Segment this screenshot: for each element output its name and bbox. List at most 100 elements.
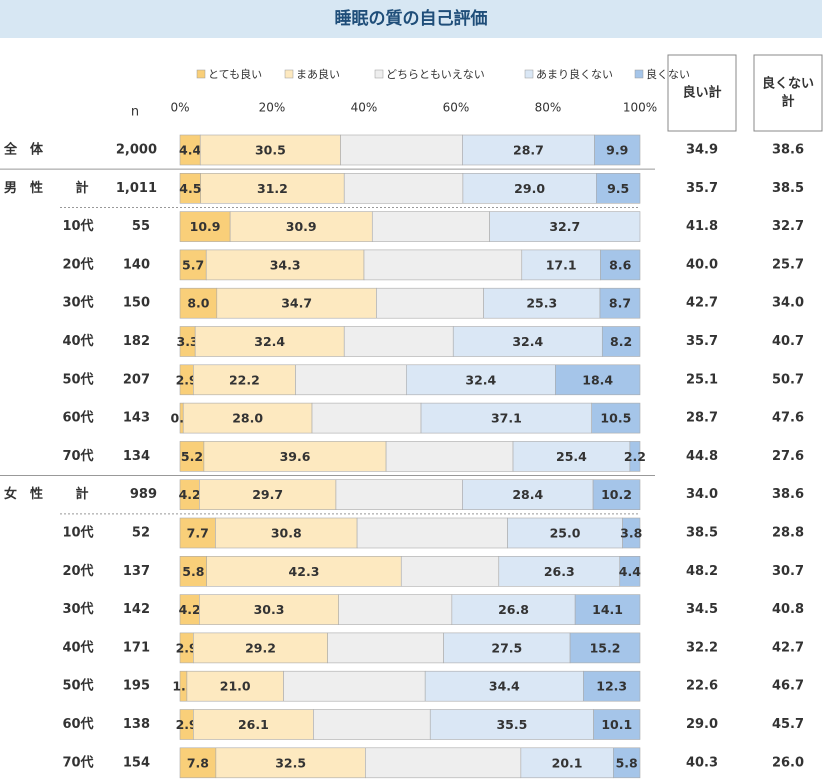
data-label: 2.9: [176, 717, 198, 732]
x-tick-label: 20%: [259, 101, 286, 115]
n-value: 2,000: [116, 143, 157, 158]
title-bar: [0, 0, 822, 38]
bad-total: 38.5: [772, 181, 804, 196]
n-value: 154: [123, 755, 150, 770]
data-label: 30.5: [255, 143, 286, 158]
column-header: 良くない: [762, 76, 814, 92]
bar-segment: [203, 441, 387, 472]
row-label: 10代: [62, 218, 93, 234]
row-label: 計: [75, 180, 88, 196]
bar-segment: [574, 594, 641, 625]
good-total: 35.7: [686, 334, 718, 349]
data-label: 32.4: [465, 372, 496, 387]
good-total: 22.6: [686, 679, 718, 694]
bar-segment: [182, 402, 313, 434]
bad-total: 32.7: [772, 219, 804, 234]
n-value: 137: [123, 564, 150, 579]
good-total: 40.0: [686, 257, 718, 272]
bar-segment: [622, 517, 641, 549]
data-label: 30.9: [286, 219, 317, 234]
row-label: 10代: [62, 525, 93, 541]
data-label: 39.6: [280, 449, 311, 464]
data-label: 5.8: [182, 564, 204, 579]
bar-segment: [283, 670, 426, 702]
data-label: 30.8: [271, 526, 302, 541]
n-value: 182: [123, 334, 150, 349]
n-value: 207: [123, 372, 150, 387]
data-label: 7.8: [187, 755, 209, 770]
data-label: 28.0: [232, 411, 263, 426]
bar-segment: [295, 364, 407, 396]
bar-segment: [507, 517, 623, 549]
legend-swatch: [284, 69, 294, 79]
good-total: 34.5: [686, 602, 718, 617]
row-label: 40代: [62, 639, 93, 655]
bar-segment: [363, 249, 523, 281]
data-label: 34.7: [281, 296, 312, 311]
bad-total: 34.0: [772, 296, 804, 311]
bad-total: 26.0: [772, 755, 804, 770]
row-label: 20代: [62, 256, 93, 272]
data-label: 22.2: [229, 372, 260, 387]
data-label: 15.2: [590, 640, 621, 655]
row-label: 50代: [62, 371, 93, 387]
data-label: 3.3: [177, 334, 199, 349]
chart-title: 睡眠の質の自己評価: [335, 8, 488, 29]
bar-segment: [340, 134, 463, 166]
row-label: 60代: [62, 716, 93, 732]
data-label: 4.2: [179, 602, 201, 617]
good-total: 34.9: [686, 143, 718, 158]
bar-segment: [311, 402, 422, 434]
data-label: 25.4: [556, 449, 587, 464]
data-label: 2.2: [624, 449, 646, 464]
data-label: 9.5: [607, 181, 629, 196]
data-label: 5.8: [616, 755, 638, 770]
bar-segment: [462, 479, 594, 511]
bar-segment: [356, 517, 508, 549]
data-label: 5.7: [182, 257, 204, 272]
data-label: 37.1: [491, 411, 522, 426]
bar-segment: [592, 479, 641, 511]
good-total: 32.2: [686, 640, 718, 655]
data-label: 34.4: [489, 679, 520, 694]
row-label: 60代: [62, 410, 93, 426]
n-value: 143: [123, 411, 150, 426]
data-label: 10.1: [601, 717, 632, 732]
data-label: 20.1: [552, 755, 583, 770]
good-total: 34.0: [686, 487, 718, 502]
data-label: 28.4: [512, 487, 543, 502]
data-label: 10.9: [190, 219, 221, 234]
bad-total: 40.7: [772, 334, 804, 349]
data-label: 8.6: [609, 257, 631, 272]
bar-segment: [619, 555, 641, 587]
data-label: 10.2: [601, 487, 632, 502]
bad-total: 28.8: [772, 526, 804, 541]
n-value: 195: [123, 679, 150, 694]
data-label: 5.2: [181, 449, 203, 464]
bad-total: 45.7: [772, 717, 804, 732]
bar-segment: [600, 249, 641, 281]
bar-segment: [443, 632, 571, 664]
bar-segment: [400, 555, 500, 587]
data-label: 26.8: [498, 602, 529, 617]
data-label: 8.2: [610, 334, 632, 349]
bar-segment: [194, 326, 345, 357]
legend-label: どちらともいえない: [386, 68, 485, 81]
data-label: 4.4: [619, 564, 641, 579]
bad-total: 27.6: [772, 449, 804, 464]
data-label: 32.7: [549, 219, 580, 234]
bad-total: 46.7: [772, 679, 804, 694]
n-value: 140: [123, 257, 150, 272]
x-tick-label: 80%: [535, 101, 562, 115]
bar-segment: [599, 287, 641, 319]
x-tick-label: 60%: [443, 101, 470, 115]
bar-segment: [343, 326, 454, 357]
good-total: 41.8: [686, 219, 718, 234]
bar-segment: [424, 670, 584, 702]
bar-segment: [193, 364, 296, 396]
data-label: 18.4: [582, 372, 613, 387]
bar-segment: [327, 632, 444, 664]
bar-segment: [216, 287, 377, 319]
bar-segment: [199, 479, 337, 511]
bar-segment: [555, 364, 641, 396]
